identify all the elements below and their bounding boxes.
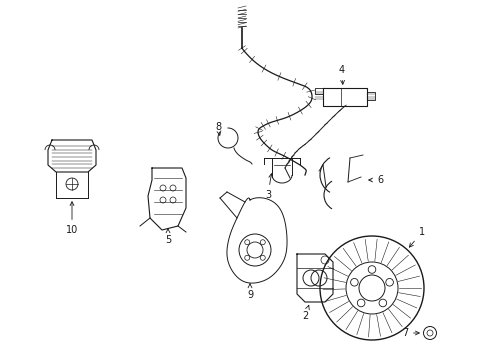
Text: 5: 5 [164, 229, 171, 245]
Text: 2: 2 [301, 305, 308, 321]
Text: 9: 9 [246, 284, 253, 300]
Text: 7: 7 [401, 328, 418, 338]
Text: 8: 8 [215, 122, 221, 135]
Text: 1: 1 [408, 227, 424, 247]
Text: 6: 6 [368, 175, 382, 185]
Text: 3: 3 [264, 174, 272, 200]
Text: 10: 10 [66, 202, 78, 235]
Text: 4: 4 [338, 65, 345, 84]
